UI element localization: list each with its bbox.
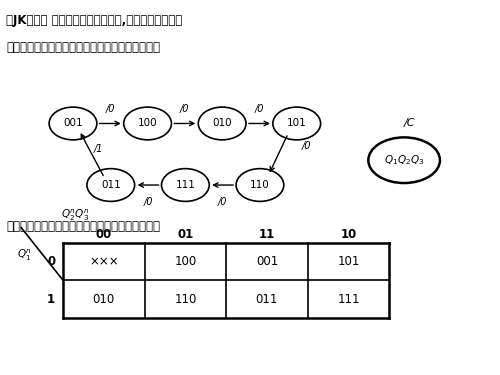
Text: 11: 11 [259,228,275,241]
Text: 111: 111 [337,292,359,306]
Text: 100: 100 [174,255,197,268]
Text: /0: /0 [144,197,153,207]
Text: /1: /1 [94,144,103,154]
Text: 010: 010 [92,292,115,306]
Text: $Q_1Q_2Q_3$: $Q_1Q_2Q_3$ [384,153,424,167]
Text: 01: 01 [177,228,194,241]
Text: ×××: ××× [89,255,118,268]
Text: /0: /0 [302,141,311,151]
Text: 011: 011 [256,292,278,306]
Text: 1: 1 [47,292,55,306]
Text: 010: 010 [212,118,232,129]
Text: $Q_1^n$: $Q_1^n$ [18,248,32,263]
Text: 110: 110 [174,292,197,306]
Text: 解：由给出的状态转换图可画出电路的次态卡诺图: 解：由给出的状态转换图可画出电路的次态卡诺图 [6,220,160,233]
Text: 111: 111 [176,180,196,190]
Text: 用JK触发器 设计一个七进制计数器,要求它能自启动。: 用JK触发器 设计一个七进制计数器,要求它能自启动。 [6,14,182,27]
Text: 已知该计数器的状态转换图及状态编码如图所示。: 已知该计数器的状态转换图及状态编码如图所示。 [6,41,160,54]
Text: 101: 101 [287,118,306,129]
Text: $Q_2^nQ_3^n$: $Q_2^nQ_3^n$ [61,207,90,223]
Text: /0: /0 [254,104,264,114]
Text: 001: 001 [63,118,83,129]
Text: /0: /0 [106,104,115,114]
Text: 001: 001 [256,255,278,268]
Text: /0: /0 [218,197,228,207]
Text: 0: 0 [47,255,55,268]
Text: 101: 101 [338,255,359,268]
Text: /0: /0 [180,104,190,114]
Text: 00: 00 [96,228,112,241]
Text: 110: 110 [250,180,270,190]
Text: /C: /C [404,118,415,129]
Text: 10: 10 [340,228,356,241]
Text: 011: 011 [101,180,120,190]
Text: 100: 100 [138,118,158,129]
